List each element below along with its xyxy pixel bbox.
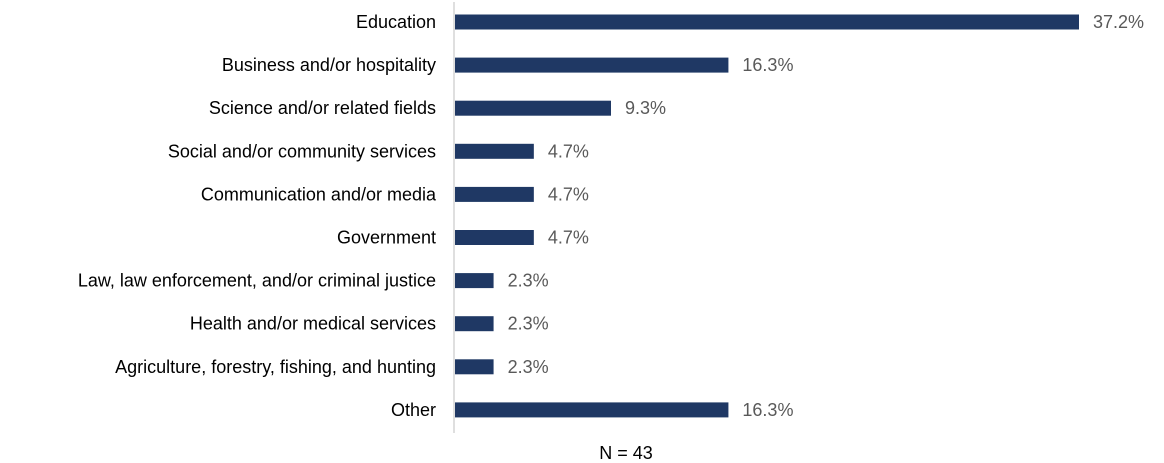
value-label: 9.3% — [625, 98, 666, 118]
value-label: 2.3% — [508, 314, 549, 334]
bar — [455, 14, 1079, 30]
value-label: 2.3% — [508, 271, 549, 291]
value-label: 37.2% — [1093, 12, 1144, 32]
value-label: 16.3% — [742, 55, 793, 75]
category-labels: Education Business and/or hospitality Scie… — [78, 12, 437, 420]
bar — [455, 143, 534, 159]
sample-size-note: N = 43 — [599, 443, 653, 463]
category-label: Education — [356, 12, 436, 32]
category-label: Law, law enforcement, and/or criminal ju… — [78, 271, 436, 291]
value-label: 2.3% — [508, 357, 549, 377]
value-labels: 37.2% 16.3% 9.3% 4.7% 4.7% 4.7% 2.3% 2.3% 2.3% 16… — [508, 12, 1144, 420]
bar — [455, 186, 534, 202]
bar — [455, 316, 494, 332]
bar — [455, 359, 494, 375]
value-label: 16.3% — [742, 400, 793, 420]
value-label: 4.7% — [548, 184, 589, 204]
category-label: Business and/or hospitality — [222, 55, 436, 75]
value-label: 4.7% — [548, 228, 589, 248]
bar — [455, 57, 729, 73]
category-label: Government — [337, 228, 436, 248]
bar — [455, 100, 611, 116]
bar — [455, 402, 729, 418]
category-label: Science and/or related fields — [209, 98, 436, 118]
bar — [455, 273, 494, 289]
category-label: Social and/or community services — [168, 141, 436, 161]
bar — [455, 230, 534, 245]
category-label: Agriculture, forestry, fishing, and hunt… — [115, 357, 436, 377]
category-label: Communication and/or media — [201, 184, 437, 204]
value-label: 4.7% — [548, 141, 589, 161]
category-label: Health and/or medical services — [190, 314, 436, 334]
bars — [455, 14, 1079, 418]
category-label: Other — [391, 400, 436, 420]
